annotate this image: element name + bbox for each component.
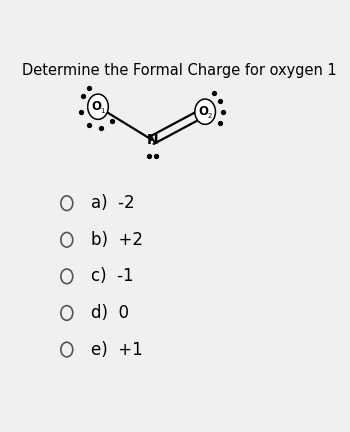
Text: d)  0: d) 0 [91,304,129,322]
Text: e)  +1: e) +1 [91,340,143,359]
Text: c)  -1: c) -1 [91,267,134,286]
Text: b)  +2: b) +2 [91,231,143,249]
Text: O: O [199,105,209,118]
Text: 2: 2 [208,113,212,119]
Text: 1: 1 [100,108,105,114]
Circle shape [195,99,216,124]
Text: Determine the Formal Charge for oxygen 1: Determine the Formal Charge for oxygen 1 [22,64,337,79]
Text: O: O [92,99,102,113]
Text: N: N [146,133,158,147]
Circle shape [88,94,108,119]
Text: a)  -2: a) -2 [91,194,135,212]
